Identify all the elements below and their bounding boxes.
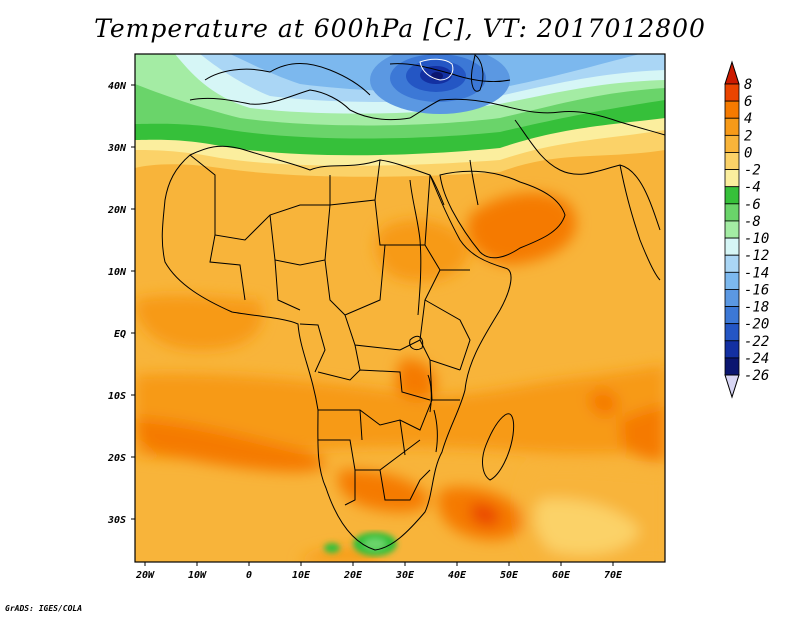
lon-label: 10E [292,570,311,581]
colorbar-label: -8 [744,214,761,230]
colorbar-swatch [724,117,740,136]
colorbar-swatch [724,83,740,102]
lon-label: 20W [135,570,155,581]
map-frame [134,53,666,563]
lon-label: 50E [500,570,519,581]
colorbar-swatch [724,134,740,153]
colorbar-label: -16 [744,282,769,298]
colorbar-label: -20 [744,317,769,333]
lat-label: EQ [114,329,126,340]
colorbar-swatch [724,203,740,222]
colorbar-swatch [724,306,740,325]
colorbar-swatch [724,220,740,239]
colorbar-swatch [724,289,740,307]
colorbar-swatch [724,152,740,170]
colorbar-top-arrow [724,60,740,85]
colorbar-swatch [724,323,740,342]
lon-label: 20E [343,570,363,581]
colorbar-label: -12 [744,248,769,264]
lon-label: 30E [395,570,415,581]
lon-label: 40E [448,570,467,581]
temperature-field [135,54,665,562]
colorbar-label: -26 [744,368,769,384]
lat-label: 30S [107,515,126,526]
colorbar-bottom-arrow [724,374,740,399]
lat-label: 20S [107,453,126,464]
colorbar-swatch [724,254,740,273]
colorbar-label: 0 [744,145,752,161]
lat-label: 10N [108,267,127,278]
colorbar-label: -2 [744,163,761,179]
colorbar-label: -18 [744,300,769,316]
lon-label: 70E [604,570,623,581]
colorbar-label: -22 [744,334,769,350]
colorbar-swatch [724,100,740,119]
colorbar-swatch [724,186,740,205]
colorbar-label: -4 [744,180,761,196]
lat-label: 30N [107,143,127,154]
colorbar-label: 4 [744,111,752,127]
lon-label: 0 [246,570,252,581]
colorbar-label: 6 [744,94,752,110]
colorbar-label: 8 [744,77,752,93]
colorbar-label: -24 [744,351,769,367]
colorbar-swatch [724,340,740,359]
map-title: Temperature at 600hPa [C], VT: 201701280… [94,14,706,43]
axis-ticks [131,84,614,566]
lat-label: 10S [108,391,126,402]
colorbar-swatch [724,271,740,290]
colorbar-label: 2 [744,128,752,144]
colorbar-label: -6 [744,197,761,213]
longitude-labels: 20W 10W 0 10E 20E 30E 40E 50E 60E 70E [135,570,623,581]
coastlines [161,63,665,551]
lon-label: 60E [552,570,571,581]
colorbar-swatch [724,357,740,376]
credit-text: GrADS: IGES/COLA [5,604,83,613]
lat-label: 20N [107,205,127,216]
colorbar-swatch [724,237,740,256]
lon-label: 10W [188,570,207,581]
latitude-labels: 40N 30N 20N 10N EQ 10S 20S 30S [107,81,127,526]
lat-label: 40N [108,81,127,92]
colorbar-swatch [724,169,740,188]
colorbar-label: -14 [744,265,769,281]
colorbar-label: -10 [744,231,769,247]
